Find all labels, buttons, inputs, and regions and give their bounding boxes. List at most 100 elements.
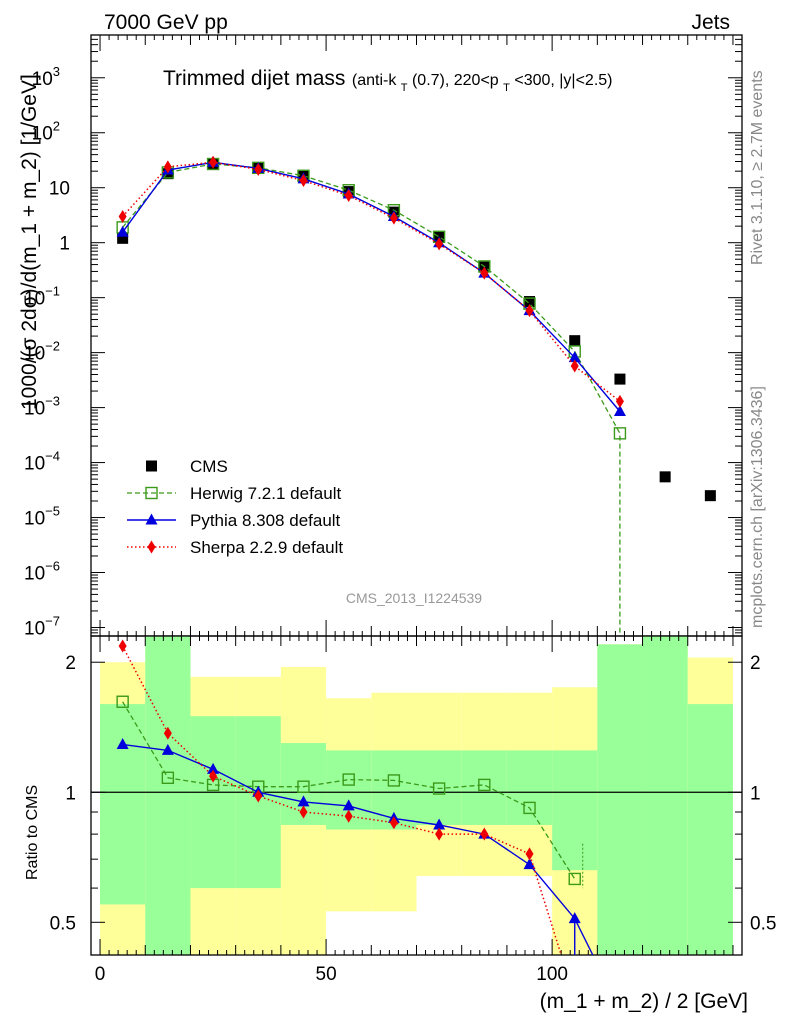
sherpa-point-2: [209, 155, 218, 169]
pythia-ratio-point-10: [568, 912, 581, 924]
sherpa-point-10: [570, 359, 579, 373]
legend-marker-sherpa: [147, 540, 156, 554]
title-sub-t1: T: [401, 82, 408, 94]
sherpa-ratio-point-6: [389, 816, 398, 830]
main-ytick-label-9: 102: [32, 119, 60, 145]
band-inner-10: [552, 750, 598, 871]
sherpa-ratio-point-5: [344, 809, 353, 823]
ratio-ytick-label-right-0: 0.5: [750, 913, 776, 934]
rivet-label: Rivet 3.1.10, ≥ 2.7M events: [749, 70, 766, 265]
main-ylabel: 1000/(σ 2dσ)/d(m_1 + m_2) [1/GeV]: [18, 74, 41, 410]
sherpa-point-4: [299, 174, 308, 188]
herwig-line: [122, 163, 621, 636]
ratio-ytick-label-right-2: 2: [750, 653, 761, 674]
legend-label-herwig: Herwig 7.2.1 default: [190, 484, 341, 503]
xtick-label-1: 50: [316, 964, 337, 985]
pythia-ratio-point-1: [161, 743, 174, 755]
band-inner-9: [506, 750, 553, 825]
herwig-ratio-point-8: [478, 778, 491, 792]
main-ytick-label-3: 10−4: [24, 449, 60, 475]
cms-point-11: [614, 373, 626, 385]
herwig-ratio-point-0: [116, 695, 129, 708]
title-sub-t2: T: [503, 82, 510, 94]
herwig-ratio-point-4: [297, 780, 310, 793]
sherpa-point-5: [344, 189, 353, 203]
band-inner-1: [145, 636, 191, 955]
herwig-ratio-point-7: [432, 782, 446, 795]
pythia-ratio-point-7: [433, 818, 446, 830]
legend: CMS Herwig 7.2.1 default Pythia 8.308 defa…: [127, 457, 343, 557]
band-inner-8: [461, 750, 507, 825]
herwig-ratio-point-1: [161, 771, 175, 785]
sherpa-ratio-point-3: [254, 789, 263, 803]
pythia-ratio-line: [122, 743, 594, 955]
process-label: Jets: [691, 11, 730, 34]
xlabel: (m_1 + m_2) / 2 [GeV]: [540, 990, 748, 1013]
main-ytick-label-0: 10−7: [24, 613, 60, 639]
herwig-point-11: [613, 427, 627, 440]
title-sub-pre: (anti-k: [352, 72, 397, 89]
sherpa-point-3: [254, 162, 263, 176]
energy-label: 7000 GeV pp: [104, 11, 228, 34]
herwig-ratio-point-10: [568, 872, 581, 886]
main-ytick-label-1: 10−6: [24, 559, 60, 585]
sherpa-ratio-point-9: [525, 847, 534, 861]
ratio-ytick-label-1: 1: [65, 783, 76, 804]
band-inner-0: [100, 704, 146, 905]
main-frame: [90, 34, 743, 637]
pythia-ratio-point-4: [297, 795, 310, 807]
main-ytick-label-5: 10−2: [24, 339, 60, 365]
sherpa-point-9: [525, 304, 534, 318]
sherpa-point-0: [118, 209, 127, 223]
ratio-bands: [100, 636, 733, 955]
title-sub-post: <300, |y|<2.5): [514, 72, 612, 89]
ratio-ytick-label-2: 2: [65, 653, 76, 674]
pythia-ratio-point-0: [116, 737, 129, 749]
sherpa-ratio-point-4: [299, 805, 308, 819]
ratio-panel: 0 50 100 0.5 0.5 1 1 2 2: [50, 635, 776, 985]
legend-marker-cms: [146, 460, 157, 472]
main-ytick-label-10: 103: [32, 64, 60, 90]
sherpa-point-8: [480, 266, 489, 280]
legend-label-cms: CMS: [190, 457, 228, 476]
sherpa-ratio-point-0: [118, 639, 127, 653]
sherpa-point-11: [615, 394, 624, 408]
main-ytick-label-6: 10−1: [24, 284, 60, 310]
title-sub-mid: (0.7), 220<p: [412, 72, 499, 89]
main-ytick-label-4: 10−3: [24, 394, 60, 420]
sherpa-ratio-point-7: [435, 827, 444, 841]
pythia-ratio-point-5: [342, 799, 355, 811]
main-ytick-label-8: 10: [49, 179, 70, 200]
pythia-point-10: [568, 351, 581, 363]
main-ytick-label-7: 1: [59, 234, 70, 255]
sherpa-ratio-point-1: [163, 726, 172, 740]
legend-marker-pythia: [145, 513, 158, 525]
main-ytick-label-2: 10−5: [24, 504, 60, 530]
source-label: mcplots.cern.ch [arXiv:1306.3436]: [749, 386, 766, 628]
herwig-ratio-point-6: [387, 774, 401, 787]
ratio-ylabel: Ratio to CMS: [24, 785, 41, 880]
legend-label-sherpa: Sherpa 2.2.9 default: [190, 538, 343, 557]
sherpa-ratio-line: [121, 645, 562, 955]
ratio-series: [116, 639, 594, 955]
sherpa-point-6: [389, 211, 398, 225]
sherpa-ratio-point-8: [480, 827, 489, 841]
sherpa-point-7: [435, 237, 444, 251]
main-panel: 10−7 10−6 10−5 10−4 10−3 10−2 10−1 1 10 102 103: [24, 34, 743, 639]
pythia-point-0: [116, 225, 129, 237]
xtick-label-2: 100: [536, 964, 568, 985]
legend-marker-herwig: [145, 486, 158, 500]
cms-point-0: [117, 232, 129, 244]
sherpa-ratio-point-2: [209, 769, 218, 783]
ratio-ytick-label-right-1: 1: [750, 783, 761, 804]
pythia-point-11: [613, 404, 626, 416]
cms-point-9: [524, 296, 536, 308]
herwig-ratio-point-9: [523, 801, 536, 815]
cms-point-13: [704, 490, 716, 502]
legend-label-pythia: Pythia 8.308 default: [190, 511, 341, 530]
cms-point-10: [569, 335, 581, 347]
sherpa-line: [122, 161, 621, 402]
watermark: CMS_2013_I1224539: [346, 590, 482, 606]
cms-point-12: [659, 471, 671, 483]
